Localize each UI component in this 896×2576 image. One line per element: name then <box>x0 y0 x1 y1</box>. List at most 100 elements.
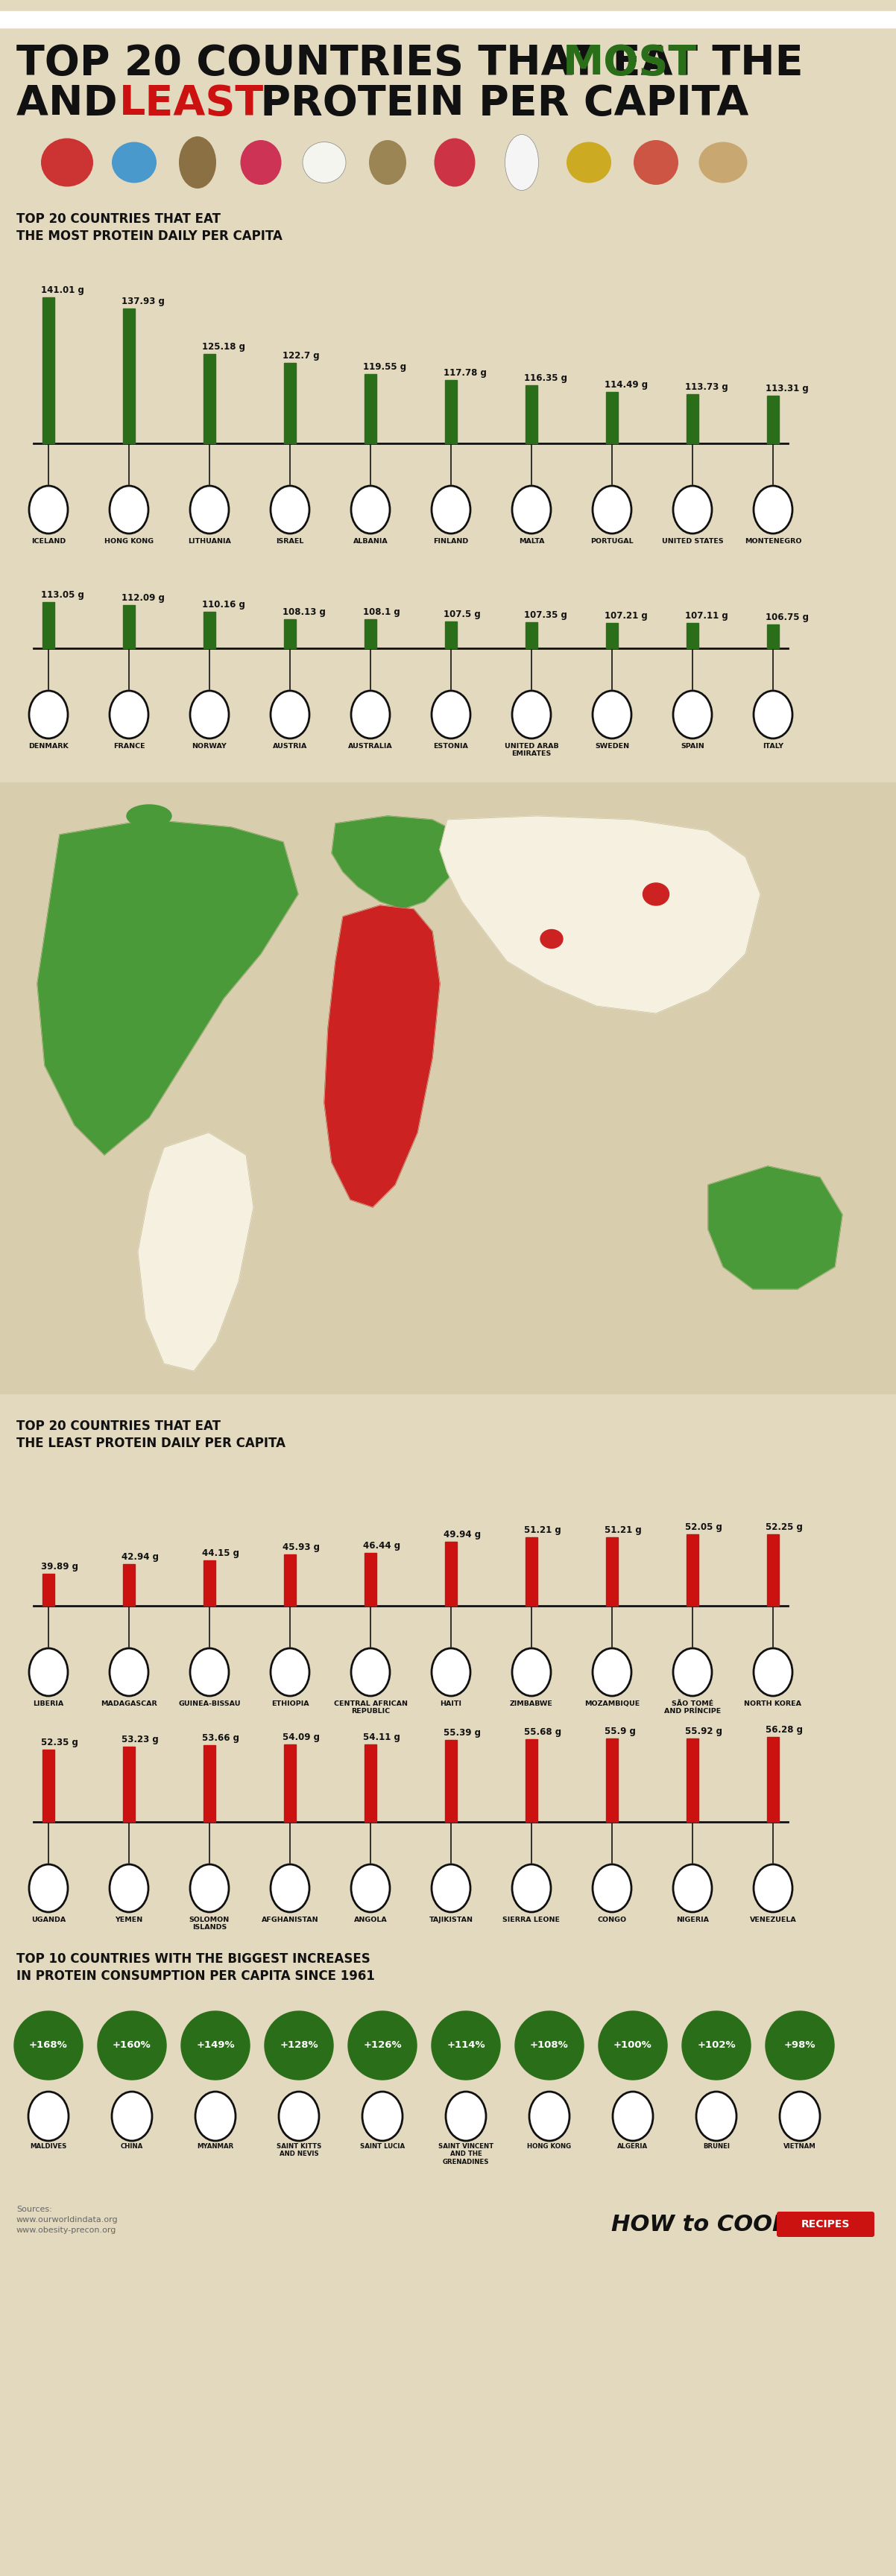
Bar <box>445 1540 457 1605</box>
Ellipse shape <box>190 1865 228 1911</box>
Text: +160%: +160% <box>113 2040 151 2050</box>
Text: 107.35 g: 107.35 g <box>524 611 567 621</box>
Text: TOP 20 COUNTRIES THAT EAT
THE LEAST PROTEIN DAILY PER CAPITA: TOP 20 COUNTRIES THAT EAT THE LEAST PROT… <box>16 1419 286 1450</box>
Text: MYANMAR: MYANMAR <box>197 2143 234 2151</box>
Bar <box>203 613 215 649</box>
Text: LEAST: LEAST <box>119 82 264 124</box>
Bar <box>365 1744 376 1821</box>
Text: FINLAND: FINLAND <box>434 538 469 544</box>
Text: RECIPES: RECIPES <box>801 2218 849 2228</box>
Text: 52.05 g: 52.05 g <box>685 1522 722 1533</box>
Bar <box>42 296 55 443</box>
Ellipse shape <box>29 1649 68 1695</box>
Text: PORTUGAL: PORTUGAL <box>590 538 633 544</box>
Bar <box>123 605 135 649</box>
Text: ALBANIA: ALBANIA <box>353 538 388 544</box>
Bar <box>767 397 779 443</box>
Ellipse shape <box>179 137 216 188</box>
Text: 56.28 g: 56.28 g <box>765 1726 803 1734</box>
Polygon shape <box>708 1167 842 1288</box>
Text: 46.44 g: 46.44 g <box>363 1540 401 1551</box>
Bar <box>767 1533 779 1605</box>
Ellipse shape <box>240 139 281 185</box>
Text: 44.15 g: 44.15 g <box>202 1548 239 1558</box>
Text: 52.25 g: 52.25 g <box>765 1522 803 1533</box>
Ellipse shape <box>566 142 611 183</box>
Text: AFGHANISTAN: AFGHANISTAN <box>262 1917 319 1924</box>
Ellipse shape <box>505 134 538 191</box>
Ellipse shape <box>754 690 792 739</box>
Text: HOW to COOK: HOW to COOK <box>611 2213 790 2236</box>
Text: GUINEA-BISSAU: GUINEA-BISSAU <box>178 1700 241 1708</box>
Bar <box>0 783 896 1394</box>
Ellipse shape <box>109 1865 149 1911</box>
Ellipse shape <box>109 690 149 739</box>
Circle shape <box>432 2012 500 2079</box>
Text: SPAIN: SPAIN <box>681 742 704 750</box>
Text: 55.92 g: 55.92 g <box>685 1726 722 1736</box>
Text: TOP 10 COUNTRIES WITH THE BIGGEST INCREASES
IN PROTEIN CONSUMPTION PER CAPITA SI: TOP 10 COUNTRIES WITH THE BIGGEST INCREA… <box>16 1953 375 1984</box>
Ellipse shape <box>303 142 346 183</box>
Bar <box>42 1574 55 1605</box>
Ellipse shape <box>190 690 228 739</box>
Text: CENTRAL AFRICAN
REPUBLIC: CENTRAL AFRICAN REPUBLIC <box>333 1700 408 1716</box>
Text: 53.66 g: 53.66 g <box>202 1734 239 1744</box>
Ellipse shape <box>643 884 669 904</box>
Text: 49.94 g: 49.94 g <box>444 1530 481 1540</box>
Text: 45.93 g: 45.93 g <box>282 1543 320 1553</box>
Ellipse shape <box>592 1865 632 1911</box>
Text: LIBERIA: LIBERIA <box>33 1700 64 1708</box>
Text: 106.75 g: 106.75 g <box>765 613 809 621</box>
Ellipse shape <box>513 1649 551 1695</box>
Ellipse shape <box>29 487 68 533</box>
Bar <box>0 10 896 28</box>
Text: +126%: +126% <box>363 2040 401 2050</box>
Ellipse shape <box>190 487 228 533</box>
Bar <box>526 1739 538 1821</box>
Text: 114.49 g: 114.49 g <box>605 379 648 389</box>
Text: ETHIOPIA: ETHIOPIA <box>271 1700 309 1708</box>
Text: ZIMBABWE: ZIMBABWE <box>510 1700 553 1708</box>
Circle shape <box>98 2012 167 2079</box>
Ellipse shape <box>673 1649 712 1695</box>
Text: MALTA: MALTA <box>519 538 545 544</box>
Text: LITHUANIA: LITHUANIA <box>188 538 231 544</box>
Polygon shape <box>38 819 298 1154</box>
Ellipse shape <box>513 690 551 739</box>
Text: +100%: +100% <box>614 2040 652 2050</box>
Text: 141.01 g: 141.01 g <box>41 286 84 296</box>
Ellipse shape <box>432 690 470 739</box>
Text: TOP 20 COUNTRIES THAT EAT THE: TOP 20 COUNTRIES THAT EAT THE <box>16 44 818 82</box>
Text: 108.1 g: 108.1 g <box>363 608 401 618</box>
Ellipse shape <box>432 487 470 533</box>
Text: +168%: +168% <box>30 2040 68 2050</box>
Bar <box>526 1538 538 1605</box>
Ellipse shape <box>271 690 309 739</box>
Ellipse shape <box>369 139 406 185</box>
Text: ANGOLA: ANGOLA <box>354 1917 387 1924</box>
Text: NORTH KOREA: NORTH KOREA <box>745 1700 802 1708</box>
Bar <box>526 623 538 649</box>
Polygon shape <box>138 1133 254 1370</box>
Ellipse shape <box>271 1865 309 1911</box>
Text: 137.93 g: 137.93 g <box>122 296 165 307</box>
Ellipse shape <box>432 1865 470 1911</box>
Text: 55.9 g: 55.9 g <box>605 1726 636 1736</box>
Ellipse shape <box>29 2092 69 2141</box>
Ellipse shape <box>513 1865 551 1911</box>
Text: 117.78 g: 117.78 g <box>444 368 487 379</box>
Bar <box>686 1739 699 1821</box>
Text: ESTONIA: ESTONIA <box>434 742 469 750</box>
Text: VIETNAM: VIETNAM <box>783 2143 816 2151</box>
Bar <box>686 1535 699 1605</box>
Text: MOZAMBIQUE: MOZAMBIQUE <box>584 1700 640 1708</box>
Text: MOST: MOST <box>563 44 697 82</box>
Ellipse shape <box>754 487 792 533</box>
Text: SAINT KITTS
AND NEVIS: SAINT KITTS AND NEVIS <box>276 2143 322 2159</box>
Text: +114%: +114% <box>446 2040 485 2050</box>
Text: SOLOMON
ISLANDS: SOLOMON ISLANDS <box>189 1917 229 1932</box>
Text: NIGERIA: NIGERIA <box>676 1917 709 1924</box>
Ellipse shape <box>112 142 157 183</box>
Text: 119.55 g: 119.55 g <box>363 361 407 371</box>
Circle shape <box>14 2012 82 2079</box>
